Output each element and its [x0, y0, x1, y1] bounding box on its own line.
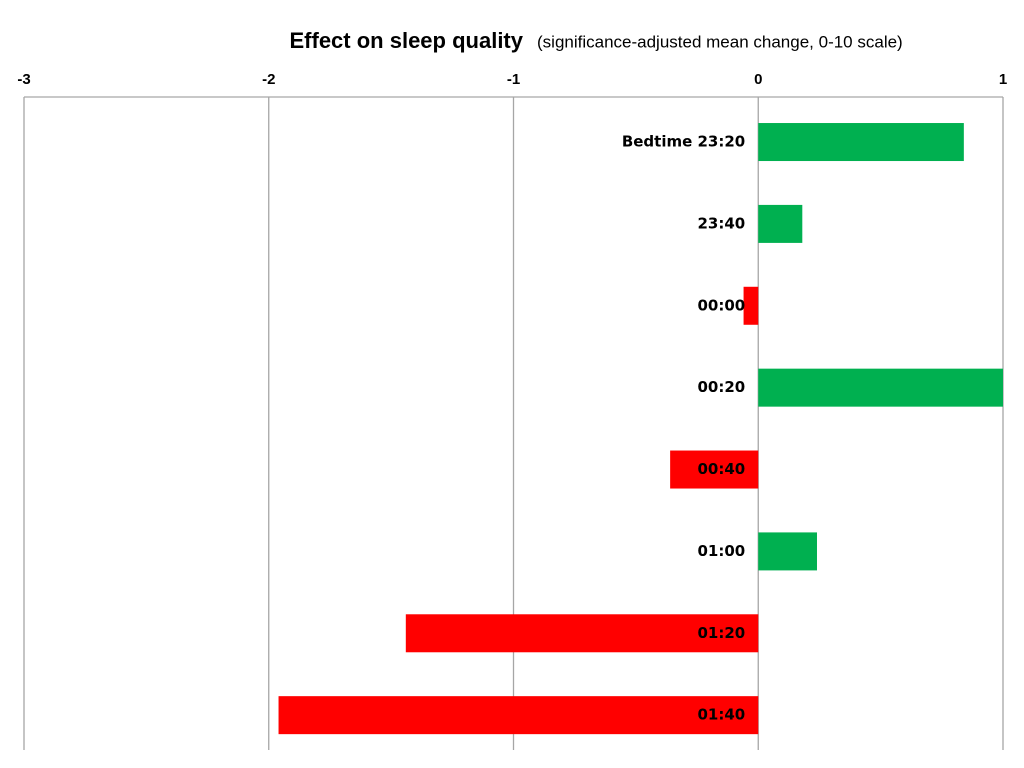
category-label: 01:00	[698, 542, 746, 560]
category-label: 00:00	[698, 296, 746, 314]
bar	[758, 368, 1003, 407]
category-label: 23:40	[698, 214, 746, 232]
x-tick-label: 1	[999, 71, 1007, 88]
chart-subtitle: (significance-adjusted mean change, 0-10…	[537, 32, 903, 51]
bar	[758, 532, 817, 571]
category-label: 01:20	[698, 624, 746, 642]
x-tick-label: -3	[17, 71, 30, 88]
chart-title: Effect on sleep quality	[290, 28, 524, 53]
bar	[405, 614, 759, 653]
x-tick-label: 0	[754, 71, 762, 88]
bar	[670, 450, 759, 489]
category-label: 00:40	[698, 460, 746, 478]
category-label: 00:20	[698, 378, 746, 396]
category-label: 01:40	[698, 706, 746, 724]
category-label: Bedtime 23:20	[622, 133, 745, 151]
x-tick-label: -1	[507, 71, 520, 88]
bar	[758, 204, 803, 243]
x-tick-label: -2	[262, 71, 275, 88]
bar	[743, 286, 759, 325]
bar	[758, 123, 964, 162]
bar	[278, 696, 759, 735]
